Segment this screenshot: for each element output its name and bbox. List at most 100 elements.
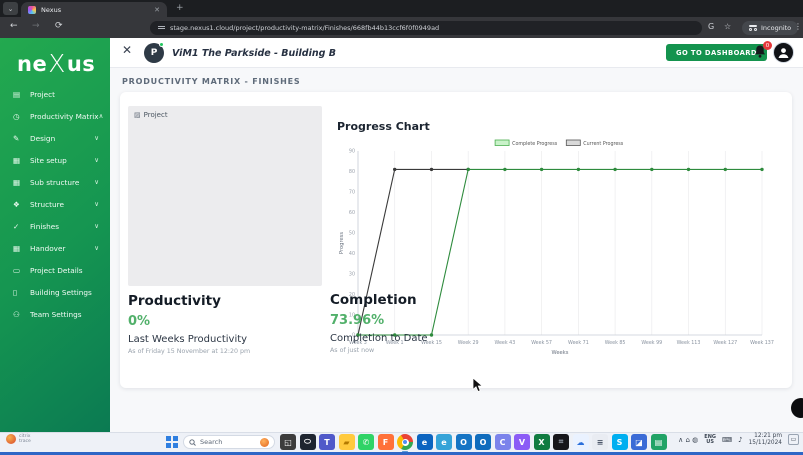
teams-icon[interactable]: T xyxy=(319,434,335,450)
task-view-icon[interactable]: ◱ xyxy=(280,434,296,450)
language-indicator[interactable]: ENG US xyxy=(704,433,716,445)
cloud-app-icon[interactable]: ☁ xyxy=(572,434,589,450)
url-bar[interactable]: stage.nexus1.cloud/project/productivity-… xyxy=(150,20,702,35)
citrix-tray-widget[interactable]: citrix trace xyxy=(6,434,31,445)
sidebar-item-team-settings[interactable]: ⚇ Team Settings xyxy=(0,303,110,325)
completion-stat: Completion 73.96% Completion to Date As … xyxy=(330,292,550,354)
chevron-down-icon: ∨ xyxy=(94,244,99,252)
svg-text:Week 137: Week 137 xyxy=(750,340,774,346)
go-to-dashboard-button[interactable]: GO TO DASHBOARD xyxy=(666,44,767,61)
incognito-label: Incognito xyxy=(761,23,792,32)
svg-text:Week 15: Week 15 xyxy=(421,340,442,346)
sidebar-item-structure[interactable]: ❖ Structure ∨ xyxy=(0,193,110,215)
excel-icon[interactable]: X xyxy=(533,434,550,450)
black-app-icon[interactable]: ⌗ xyxy=(553,434,569,450)
check-circle-icon: ✓ xyxy=(13,221,20,231)
browser-menu-icon[interactable]: ⋮ xyxy=(794,22,802,31)
sidebar-item-sub-structure[interactable]: ▦ Sub structure ∨ xyxy=(0,171,110,193)
edge-icon[interactable]: e xyxy=(416,434,433,450)
sidebar-item-design[interactable]: ✎ Design ∨ xyxy=(0,127,110,149)
page-title: PRODUCTIVITY MATRIX - FINISHES xyxy=(122,77,301,86)
completion-title: Completion xyxy=(330,292,417,308)
productivity-title: Productivity xyxy=(128,293,221,309)
citrix-label-1: citrix xyxy=(19,434,31,439)
browser-toolbar: ← → ⟳ stage.nexus1.cloud/project/product… xyxy=(0,17,803,38)
cube-icon: ❖ xyxy=(13,199,20,209)
chevron-down-icon: ∨ xyxy=(94,134,99,142)
sidebar-item-project[interactable]: ▤ Project xyxy=(0,83,110,105)
svg-text:0: 0 xyxy=(352,333,355,339)
project-image-placeholder: ▨ Project xyxy=(128,106,322,286)
reload-icon[interactable]: ⟳ xyxy=(55,21,63,31)
volume-app-icon[interactable]: V xyxy=(514,434,530,450)
file-explorer-icon[interactable]: ▰ xyxy=(338,434,355,450)
sidebar-item-productivity-matrix[interactable]: ◷ Productivity Matrix ∧ xyxy=(0,105,110,127)
mouse-cursor xyxy=(472,377,484,393)
taskbar-clock[interactable]: 12:21 pm 15/11/2024 xyxy=(749,433,782,447)
svg-text:Week 113: Week 113 xyxy=(677,340,701,346)
close-icon[interactable]: ✕ xyxy=(122,43,133,57)
bookmark-star-icon[interactable]: ☆ xyxy=(724,22,732,31)
document-icon: ▦ xyxy=(13,155,21,165)
chevron-down-icon: ∨ xyxy=(94,178,99,186)
svg-text:Week 29: Week 29 xyxy=(458,340,479,346)
svg-text:10: 10 xyxy=(349,312,355,318)
new-tab-button[interactable]: + xyxy=(176,3,184,13)
sidebar-item-site-setup[interactable]: ▦ Site setup ∨ xyxy=(0,149,110,171)
volume-icon[interactable]: ♪ xyxy=(738,435,743,444)
search-highlight-icon xyxy=(260,437,269,447)
project-avatar[interactable]: P xyxy=(144,43,164,63)
svg-text:Weeks: Weeks xyxy=(552,350,569,356)
browser-tab[interactable]: Nexus ✕ xyxy=(21,2,167,17)
touch-keyboard-icon[interactable]: ⌨ xyxy=(722,435,733,444)
productivity-as-of: As of Friday 15 November at 12:20 pm xyxy=(128,348,251,355)
notification-center-icon[interactable]: ▭ xyxy=(788,434,799,446)
citrix-icon xyxy=(6,434,16,445)
outlook-new-icon[interactable]: O xyxy=(455,434,472,450)
taskbar-search[interactable]: Search xyxy=(183,435,275,449)
clock-time: 12:21 pm xyxy=(754,433,782,439)
sidebar-item-finishes[interactable]: ✓ Finishes ∨ xyxy=(0,215,110,237)
sidebar-item-label: Design xyxy=(30,133,56,143)
briefcase-icon: ▤ xyxy=(13,89,21,99)
skype-icon[interactable]: S xyxy=(611,434,628,450)
floating-widget-button[interactable] xyxy=(791,398,803,418)
translate-icon[interactable]: G xyxy=(708,22,715,31)
whatsapp-icon[interactable]: ✆ xyxy=(358,434,374,450)
chrome-icon[interactable] xyxy=(397,434,413,452)
sidebar-item-project-details[interactable]: ▭ Project Details xyxy=(0,259,110,281)
system-tray: ∧ ⌂ ◍ ENG US ⌨ ♪ 12:21 pm 15/11/2024 ▭ xyxy=(678,433,799,447)
productivity-stat: Productivity 0% Last Weeks Productivity … xyxy=(128,293,348,355)
firefox-icon[interactable]: F xyxy=(377,434,394,450)
back-icon[interactable]: ← xyxy=(10,21,18,31)
photos-app-icon[interactable]: ◪ xyxy=(631,434,647,450)
clock-date: 15/11/2024 xyxy=(748,439,782,446)
sidebar-item-label: Finishes xyxy=(30,221,60,231)
svg-text:Week 71: Week 71 xyxy=(568,340,589,346)
green-doc-icon[interactable]: ▤ xyxy=(650,434,667,450)
svg-text:Complete Progress: Complete Progress xyxy=(512,141,558,147)
forward-icon[interactable]: → xyxy=(32,21,40,31)
teams-call-icon[interactable]: C xyxy=(494,434,511,450)
user-avatar[interactable] xyxy=(773,42,794,63)
sidebar-item-handover[interactable]: ▦ Handover ∨ xyxy=(0,237,110,259)
svg-text:40: 40 xyxy=(349,251,355,257)
svg-text:70: 70 xyxy=(349,190,355,196)
notification-bell[interactable]: 0 xyxy=(753,41,772,62)
notes-app-icon[interactable]: ≡ xyxy=(592,434,608,450)
svg-text:Progress: Progress xyxy=(339,232,345,254)
tab-search-chevron-icon[interactable]: ⌄ xyxy=(3,2,18,15)
dark-app-icon[interactable]: ⬭ xyxy=(299,434,316,450)
sidebar-item-label: Team Settings xyxy=(30,309,82,319)
active-app-indicator xyxy=(402,450,408,452)
edge-beta-icon[interactable]: e xyxy=(436,434,452,450)
sidebar-item-building-settings[interactable]: ▯ Building Settings xyxy=(0,281,110,303)
outlook-icon[interactable]: O xyxy=(475,434,491,450)
svg-text:90: 90 xyxy=(349,149,355,155)
person-icon xyxy=(778,48,789,58)
site-settings-icon[interactable] xyxy=(158,25,165,30)
chevron-up-icon: ∧ xyxy=(98,112,104,120)
tab-close-icon[interactable]: ✕ xyxy=(154,5,160,14)
start-button[interactable] xyxy=(166,436,178,448)
